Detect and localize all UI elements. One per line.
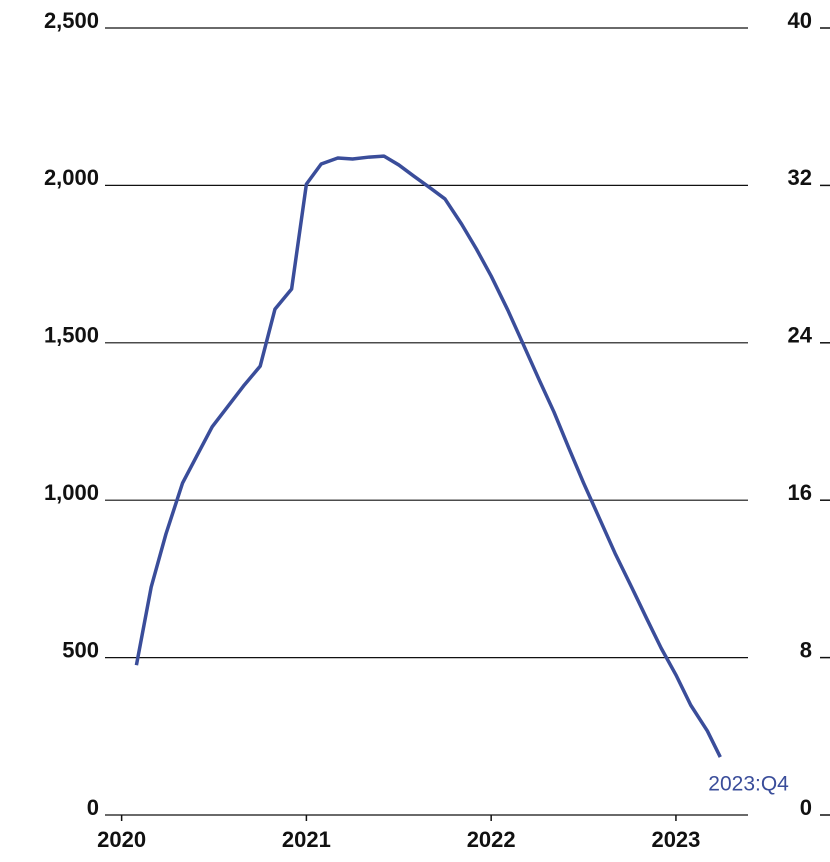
x-tick-label: 2022 (467, 827, 516, 852)
x-tick-label: 2020 (97, 827, 146, 852)
y2-tick-label: 32 (788, 165, 812, 190)
data-line (134, 154, 722, 758)
x-tick-label: 2021 (282, 827, 331, 852)
y-tick-label: 2,500 (44, 8, 99, 33)
y2-tick-label: 24 (788, 323, 813, 348)
y2-tick-label: 0 (800, 795, 812, 820)
y-tick-label: 0 (87, 795, 99, 820)
x-tick-label: 2023 (651, 827, 700, 852)
y-tick-label: 2,000 (44, 165, 99, 190)
y2-tick-label: 40 (788, 8, 812, 33)
annotation: 2023:Q4 (708, 773, 789, 796)
y-tick-label: 1,000 (44, 480, 99, 505)
y2-tick-label: 8 (800, 637, 812, 662)
y-tick-label: 500 (62, 637, 99, 662)
y-tick-label: 1,500 (44, 323, 99, 348)
y2-tick-label: 16 (788, 480, 812, 505)
